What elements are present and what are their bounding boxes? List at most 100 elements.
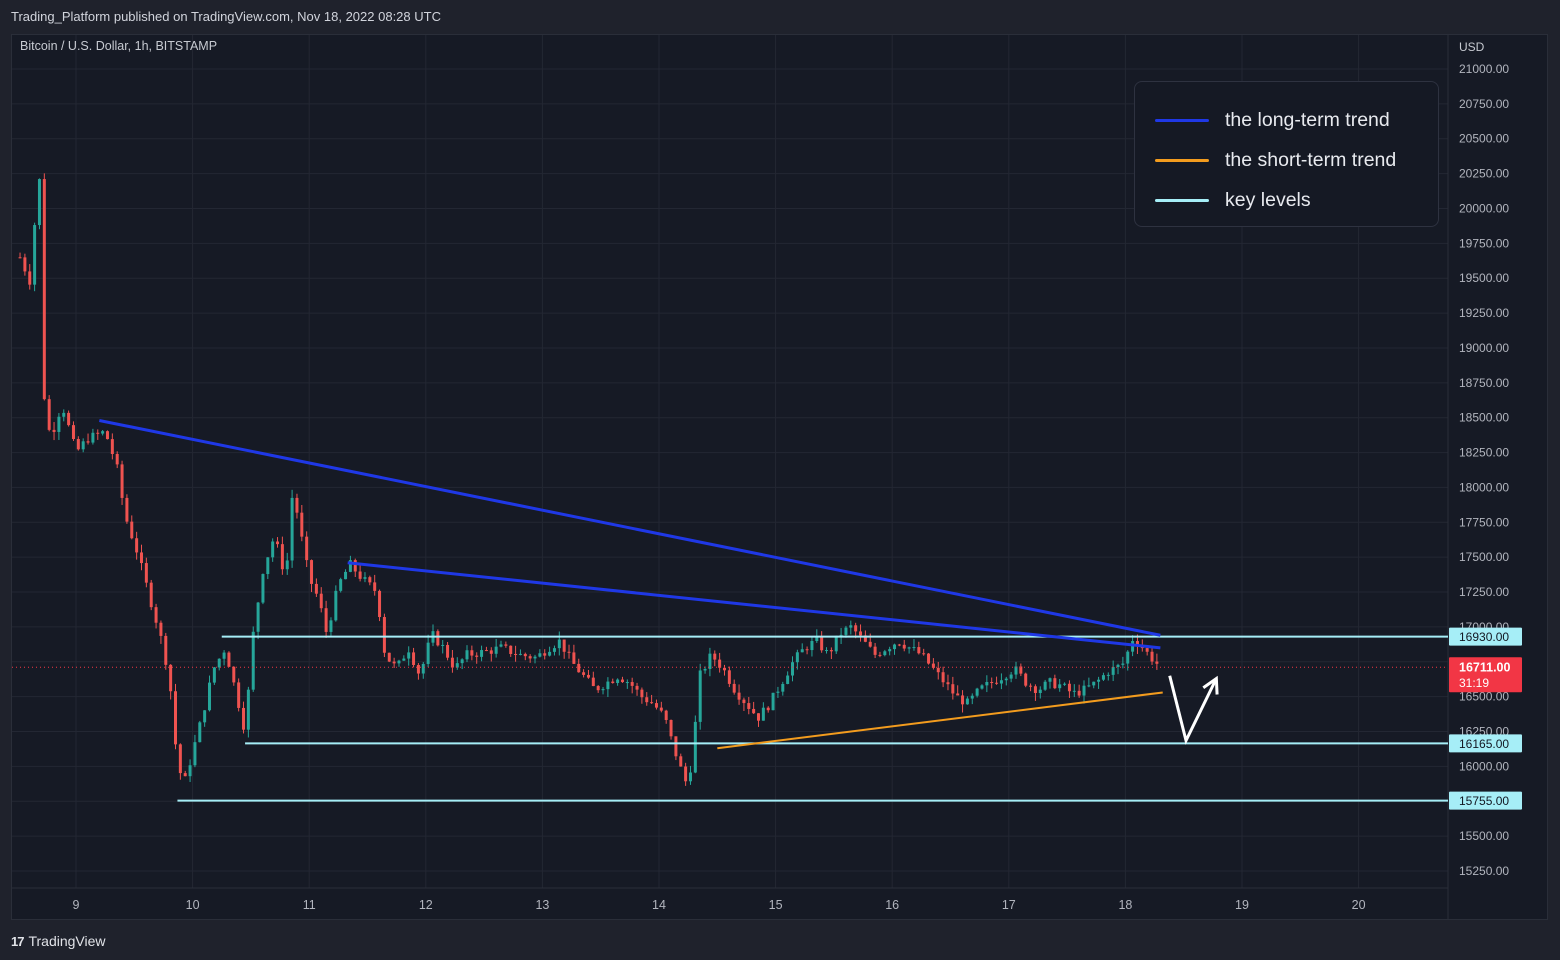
key-level-tag-label: 15755.00 <box>1459 794 1509 808</box>
price-tick-label: 20750.00 <box>1459 97 1509 111</box>
candle-body <box>1048 678 1052 682</box>
candle-body <box>382 617 386 653</box>
candle-body <box>868 641 872 647</box>
candle-body <box>825 650 829 652</box>
legend-item-long-term: the long-term trend <box>1135 100 1438 140</box>
time-tick-label: 9 <box>73 898 80 912</box>
candle-body <box>893 644 897 650</box>
candle-body <box>791 662 795 676</box>
candle-body <box>47 399 51 430</box>
chart-grid <box>12 35 1449 919</box>
candle-body <box>635 685 639 690</box>
candle-body <box>173 691 177 745</box>
candle-body <box>489 650 493 654</box>
candle-body <box>222 652 226 659</box>
candle-body <box>237 682 241 708</box>
candle-body <box>907 647 911 649</box>
candle-body <box>412 652 416 665</box>
price-tick-label: 17250.00 <box>1459 585 1509 599</box>
candle-body <box>446 644 450 658</box>
candle-body <box>956 693 960 696</box>
key-level-lines <box>12 635 1448 802</box>
key-level-tag <box>1449 734 1522 753</box>
candle-body <box>888 649 892 652</box>
candle-body <box>815 636 819 642</box>
candle-body <box>392 661 396 664</box>
candle-body <box>71 425 75 440</box>
candle-body <box>1126 651 1130 664</box>
candle-body <box>387 652 391 662</box>
candle-body <box>314 583 318 594</box>
candle-body <box>1135 641 1139 647</box>
candle-body <box>159 622 163 636</box>
candle-body <box>324 608 328 632</box>
price-tick-label: 15250.00 <box>1459 864 1509 878</box>
candle-body <box>980 685 984 689</box>
candle-body <box>144 563 148 583</box>
legend-swatch-long-term <box>1155 118 1209 122</box>
price-tick-label: 16000.00 <box>1459 759 1509 773</box>
candle-body <box>353 560 357 572</box>
candle-body <box>1063 683 1067 685</box>
candle-body <box>484 650 488 652</box>
candle-body <box>999 680 1003 684</box>
candle-body <box>1009 674 1013 679</box>
candle-body <box>572 652 576 664</box>
time-tick-label: 18 <box>1118 898 1132 912</box>
candle-body <box>708 653 712 669</box>
candle-body <box>1014 666 1018 675</box>
price-tick-label: 18500.00 <box>1459 411 1509 425</box>
legend-box: the long-term trend the short-term trend… <box>1134 81 1439 227</box>
candle-body <box>261 574 265 603</box>
symbol-title: Bitcoin / U.S. Dollar, 1h, BITSTAMP <box>20 39 218 53</box>
candle-body <box>1004 678 1008 681</box>
price-tick-label: 16500.00 <box>1459 690 1509 704</box>
candle-body <box>28 271 32 285</box>
time-tick-label: 20 <box>1352 898 1366 912</box>
footer-brand[interactable]: 17 TradingView <box>11 930 106 952</box>
candle-body <box>795 652 799 663</box>
candle-body <box>713 653 717 660</box>
candle-body <box>1043 681 1047 690</box>
candle-body <box>120 464 124 498</box>
candle-body <box>902 644 906 649</box>
candle-body <box>761 707 765 721</box>
candle-body <box>625 682 629 684</box>
candle-body <box>339 579 343 591</box>
candle-body <box>1155 661 1159 664</box>
candle-body <box>509 645 513 654</box>
candle-body <box>130 521 134 539</box>
candle-body <box>1077 690 1081 696</box>
price-tick-label: 19000.00 <box>1459 341 1509 355</box>
candle-body <box>227 652 231 667</box>
candle-body <box>460 659 464 664</box>
candle-body <box>820 636 824 651</box>
time-tick-label: 14 <box>652 898 666 912</box>
candle-body <box>115 454 119 465</box>
candle-body <box>280 544 284 570</box>
candle-body <box>616 679 620 683</box>
candle-body <box>499 644 503 647</box>
candle-body <box>426 642 430 664</box>
candle-body <box>81 441 85 450</box>
candle-body <box>863 635 867 642</box>
candle-body <box>664 710 668 720</box>
candle-body <box>528 656 532 659</box>
candle-body <box>329 620 333 632</box>
candle-body <box>110 439 114 455</box>
candle-body <box>990 682 994 684</box>
candle-body <box>1150 651 1154 662</box>
candle-body <box>582 672 586 675</box>
candle-body <box>786 675 790 684</box>
candle-body <box>737 692 741 700</box>
candle-body <box>18 257 22 259</box>
candle-body <box>504 644 508 646</box>
candle-body <box>232 666 236 683</box>
time-tick-label: 19 <box>1235 898 1249 912</box>
candle-body <box>727 670 731 684</box>
candle-body <box>475 655 479 657</box>
candle-body <box>951 684 955 694</box>
candle-body <box>674 736 678 757</box>
